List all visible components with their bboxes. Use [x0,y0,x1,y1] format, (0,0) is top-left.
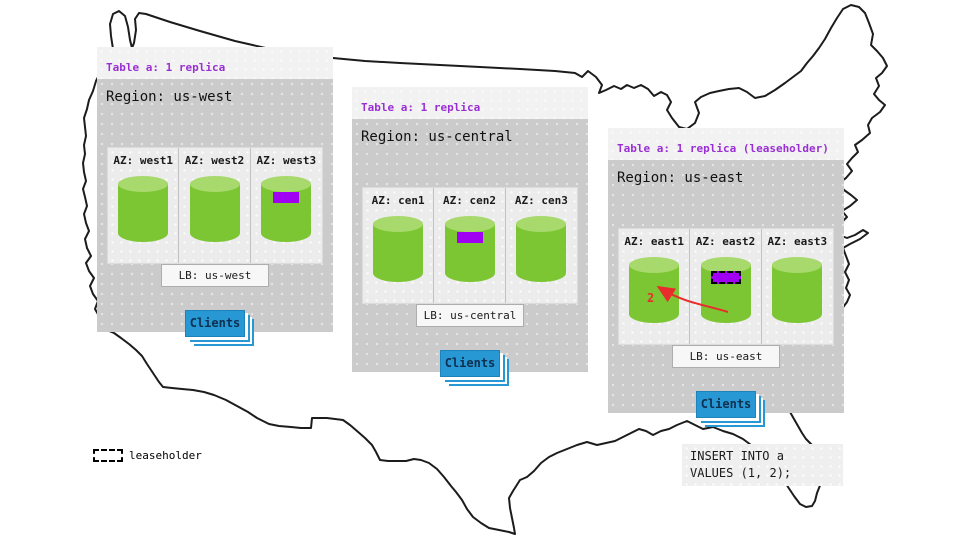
region-panel-us-east: Table a: 1 replica (leaseholder) Region:… [608,128,844,486]
database-cylinder-icon [772,257,823,323]
table-replica-label: Table a: 1 replica [361,101,481,114]
sql-statement-box: INSERT INTO a VALUES (1, 2); [682,444,843,486]
az-label: AZ: cen3 [514,194,568,207]
load-balancer-us-west: LB: us-west [161,264,269,287]
leaseholder-chip [710,271,741,284]
az-label: AZ: cen2 [443,194,496,207]
az-cen1: AZ: cen1 [363,188,435,303]
az-label: AZ: west2 [184,154,245,167]
az-east3: AZ: east3 [762,229,833,344]
table-replica-label: Table a: 1 replica [106,61,226,74]
region-panel-us-west: Table a: 1 replica Region: us-west AZ: w… [97,47,333,337]
az-label: AZ: west3 [256,154,317,167]
az-row: AZ: cen1 AZ: cen2 AZ: cen3 [362,187,578,304]
database-cylinder-icon [373,216,424,282]
region-title: Region: us-east [617,170,744,186]
leaseholder-legend: leaseholder [93,449,202,462]
az-west1: AZ: west1 [108,148,180,263]
load-balancer-us-central: LB: us-central [416,304,524,327]
table-replica-header: Table a: 1 replica (leaseholder) [608,128,844,160]
replica-chip [456,232,483,243]
table-replica-header: Table a: 1 replica [352,87,588,119]
clients-button[interactable]: Clients [696,391,756,418]
write-step-number: 2 [647,291,655,305]
region-panel-us-central: Table a: 1 replica Region: us-central AZ… [352,87,588,377]
region-title: Region: us-central [361,129,513,145]
az-west3: AZ: west3 [251,148,322,263]
database-cylinder-icon [700,257,751,323]
replica-chip [273,192,300,203]
az-cen3: AZ: cen3 [506,188,577,303]
database-cylinder-icon [516,216,567,282]
az-row: AZ: west1 AZ: west2 AZ: west3 [107,147,323,264]
table-replica-header: Table a: 1 replica [97,47,333,79]
region-body: Region: us-central AZ: cen1 AZ: cen2 AZ:… [352,119,588,377]
az-label: AZ: east2 [695,235,756,248]
leaseholder-swatch-icon [93,449,123,462]
database-cylinder-icon [261,176,312,242]
az-east2: AZ: east2 [690,229,762,344]
region-body: Region: us-west AZ: west1 AZ: west2 AZ: … [97,79,333,337]
az-east1: AZ: east1 [619,229,691,344]
sql-line-2: VALUES (1, 2); [690,466,792,480]
region-body: Region: us-east AZ: east1 AZ: east2 AZ: … [608,160,844,486]
leaseholder-legend-label: leaseholder [129,449,202,462]
clients-button[interactable]: Clients [185,310,245,337]
database-cylinder-icon [118,176,169,242]
sql-line-1: INSERT INTO a [690,449,784,463]
az-label: AZ: cen1 [371,194,425,207]
database-cylinder-icon [189,176,240,242]
az-label: AZ: east1 [624,235,684,248]
load-balancer-us-east: LB: us-east [672,345,780,368]
region-title: Region: us-west [106,89,233,105]
az-cen2: AZ: cen2 [434,188,506,303]
az-row: AZ: east1 AZ: east2 AZ: east3 [618,228,834,345]
clients-button[interactable]: Clients [440,350,500,377]
az-label: AZ: west1 [113,154,173,167]
az-label: AZ: east3 [767,235,828,248]
table-replica-label: Table a: 1 replica (leaseholder) [617,142,829,155]
database-cylinder-icon [444,216,495,282]
az-west2: AZ: west2 [179,148,251,263]
